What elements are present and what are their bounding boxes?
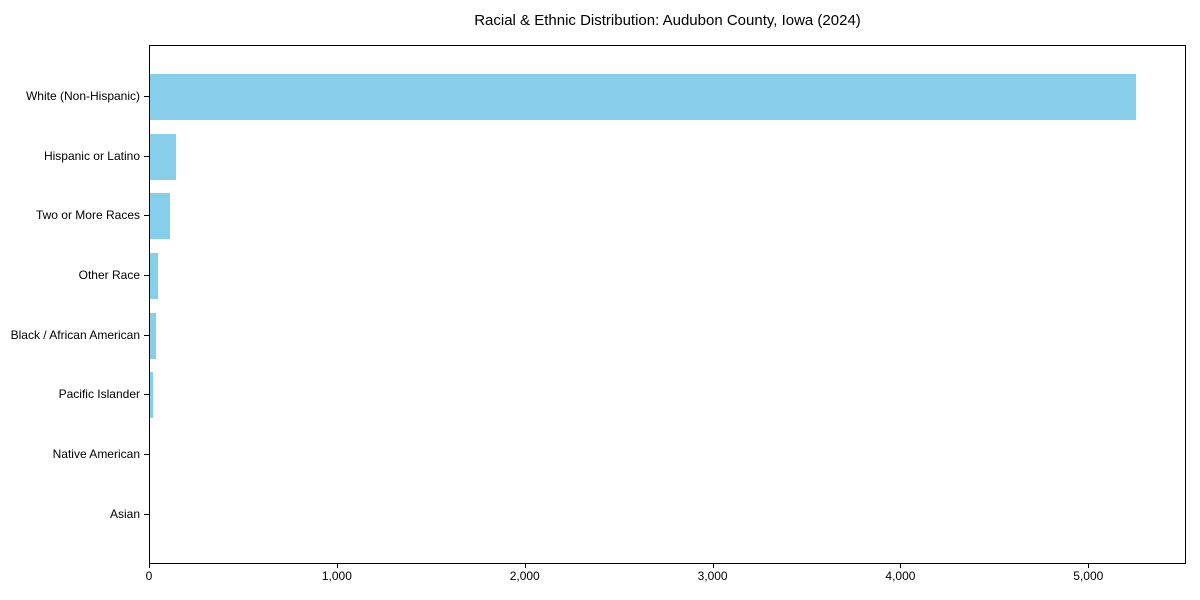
y-tick-label: Other Race: [78, 267, 140, 282]
y-tick-label: Black / African American: [10, 327, 140, 342]
bar: [150, 74, 1136, 120]
x-tick-label: 5,000: [1073, 569, 1104, 583]
bar: [150, 133, 176, 180]
x-tick-mark: [900, 564, 902, 568]
chart-title: Racial & Ethnic Distribution: Audubon Co…: [474, 12, 861, 29]
x-tick-label: 3,000: [697, 569, 728, 583]
y-tick-mark: [144, 155, 149, 157]
x-tick-mark: [149, 564, 150, 568]
x-tick-mark: [1088, 564, 1090, 568]
x-tick-label: 0: [145, 569, 153, 583]
bar: [150, 193, 170, 240]
y-tick-mark: [144, 513, 149, 515]
y-tick-mark: [144, 215, 149, 217]
y-tick-label: Asian: [109, 506, 140, 521]
x-tick-label: 1,000: [321, 569, 352, 583]
y-tick-mark: [144, 394, 149, 396]
x-tick-mark: [712, 564, 714, 568]
y-tick-mark: [144, 96, 149, 97]
bar: [150, 372, 153, 419]
y-tick-label: Hispanic or Latino: [43, 148, 140, 163]
bar: [150, 312, 156, 359]
y-tick-label: Pacific Islander: [58, 387, 140, 402]
bar: [150, 252, 158, 299]
y-tick-mark: [144, 453, 149, 455]
y-tick-label: Native American: [52, 446, 140, 461]
y-tick-label: Two or More Races: [35, 208, 140, 223]
x-tick-label: 2,000: [509, 569, 540, 583]
x-tick-mark: [336, 564, 338, 568]
y-tick-label: White (Non-Hispanic): [25, 89, 140, 103]
y-tick-mark: [144, 334, 149, 336]
y-tick-mark: [144, 274, 149, 276]
x-tick-label: 4,000: [885, 569, 916, 583]
plot-area: [149, 45, 1186, 564]
x-tick-mark: [524, 564, 526, 568]
